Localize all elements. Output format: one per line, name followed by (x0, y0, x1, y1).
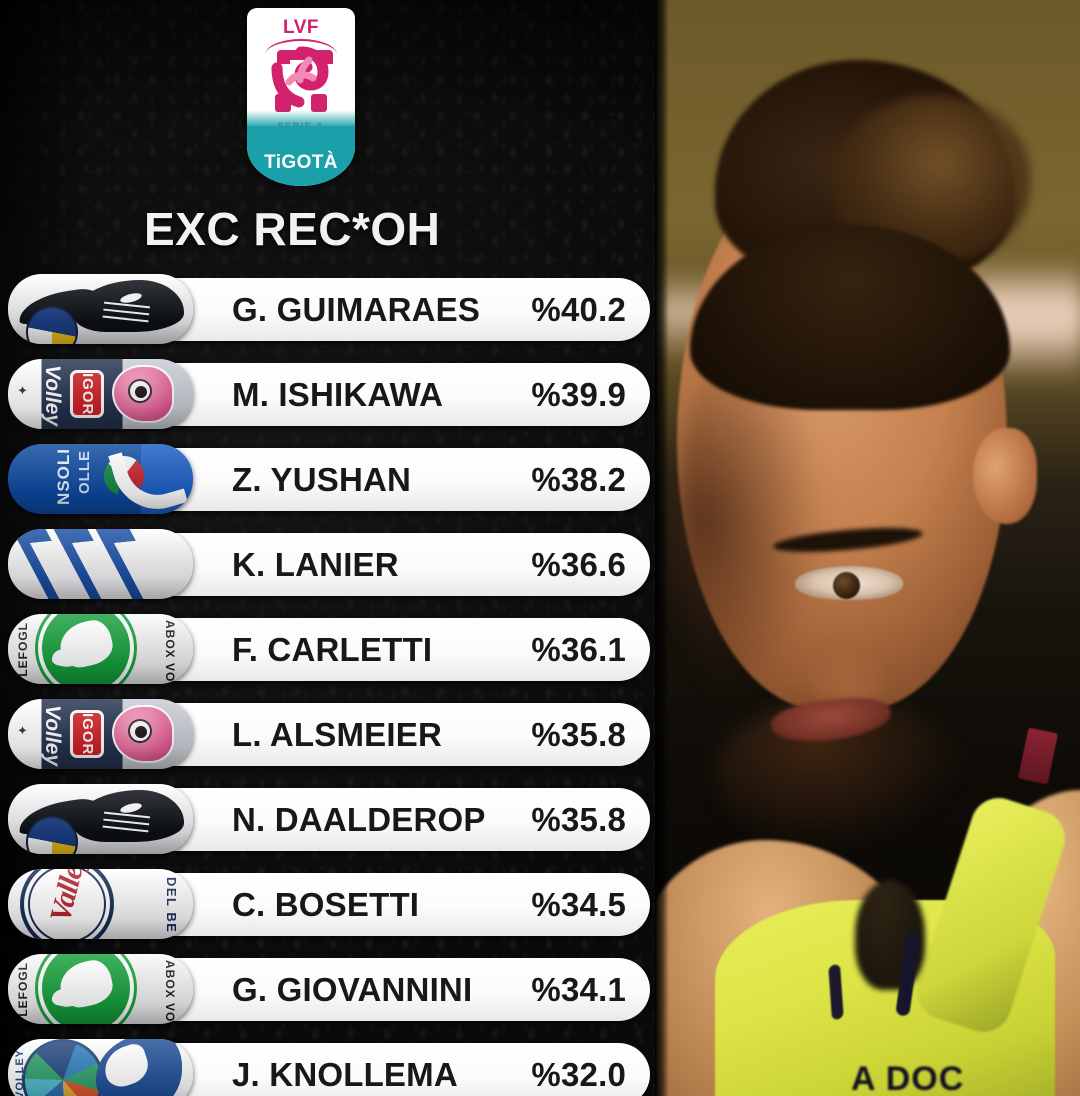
consolini-text-b: OLLE (76, 450, 93, 494)
list-item[interactable]: M. ISHIKAWA %39.9 ✦ Volley IGOR (0, 359, 660, 448)
player-name: F. CARLETTI (232, 630, 433, 668)
list-item[interactable]: N. DAALDEROP %35.8 (0, 784, 660, 873)
club-igor-volley-icon: ✦ Volley IGOR (8, 359, 193, 429)
igor-volley-text: Volley (41, 705, 64, 767)
page-title: EXC REC*OH (144, 203, 441, 255)
igor-volley-text: Volley (41, 365, 64, 427)
volleyball-emblem-icon (271, 46, 333, 112)
club-panther-icon (8, 784, 193, 854)
jersey-sponsor-text: A DOC (851, 1060, 965, 1096)
player-name: J. KNOLLEMA (232, 1055, 458, 1093)
player-percentage: %32.0 (531, 1055, 626, 1093)
green-club-text-right: ABOX VO (163, 960, 177, 1023)
player-percentage: %34.1 (531, 970, 626, 1008)
photo-left-edge-shadow (655, 0, 669, 1096)
player-percentage: %38.2 (531, 460, 626, 498)
badge-arc (265, 39, 337, 55)
list-item[interactable]: G. GIOVANNINI %34.1 LEFOGL ABOX VO (0, 954, 660, 1043)
green-club-text-right: ABOX VO (163, 620, 177, 683)
player-pupil (833, 572, 860, 599)
player-name: K. LANIER (232, 545, 399, 583)
player-name: N. DAALDEROP (232, 800, 486, 838)
player-percentage: %35.8 (531, 715, 626, 753)
club-panther-icon (8, 274, 193, 344)
leaderboard-list: G. GUIMARAES %40.2 M. ISHIKAWA %39.9 ✦ V… (0, 274, 660, 1096)
player-name: M. ISHIKAWA (232, 375, 444, 413)
club-igor-volley-icon: ✦ Volley IGOR (8, 699, 193, 769)
badge-teal-panel (247, 126, 355, 186)
igor-wordmark: IGOR (70, 710, 104, 758)
list-item[interactable]: J. KNOLLEMA %32.0 VOLLEY (0, 1039, 660, 1096)
green-club-text-left: LEFOGL (16, 962, 30, 1017)
list-item[interactable]: K. LANIER %36.6 (0, 529, 660, 618)
club-mosaic-icon: VOLLEY (8, 1039, 193, 1096)
player-percentage: %34.5 (531, 885, 626, 923)
player-percentage: %36.1 (531, 630, 626, 668)
club-consolini-volley-icon: NSOLI OLLE (8, 444, 193, 514)
player-name: Z. YUSHAN (232, 460, 412, 498)
player-ear (973, 428, 1037, 524)
player-name: G. GIOVANNINI (232, 970, 473, 1008)
badge-lvf-text: LVF (283, 17, 319, 38)
green-club-text-left: LEFOGL (16, 622, 30, 677)
player-percentage: %39.9 (531, 375, 626, 413)
player-percentage: %40.2 (531, 290, 626, 328)
list-item[interactable]: G. GUIMARAES %40.2 (0, 274, 660, 363)
club-valley-icon: Valley DEL BE (8, 869, 193, 939)
club-green-dragon-icon: LEFOGL ABOX VO (8, 954, 193, 1024)
igor-wordmark: IGOR (70, 370, 104, 418)
consolini-text-a: NSOLI (54, 448, 73, 505)
lvf-serie-a-tigota-badge: LVF SERIE A TiGOTÀ (247, 8, 355, 186)
list-item[interactable]: F. CARLETTI %36.1 LEFOGL ABOX VO (0, 614, 660, 703)
badge-tigota-text: TiGOTÀ (264, 152, 338, 173)
list-item[interactable]: L. ALSMEIER %35.8 ✦ Volley IGOR (0, 699, 660, 788)
player-name: G. GUIMARAES (232, 290, 481, 328)
list-item[interactable]: Z. YUSHAN %38.2 NSOLI OLLE (0, 444, 660, 533)
player-percentage: %36.6 (531, 545, 626, 583)
player-percentage: %35.8 (531, 800, 626, 838)
club-chevron-icon (8, 529, 193, 599)
volleyball-player-photo: A DOC (655, 0, 1080, 1096)
badge-teal-fade (247, 110, 355, 128)
igor-star-icon: ✦ (17, 723, 28, 738)
player-name: L. ALSMEIER (232, 715, 442, 753)
list-item[interactable]: C. BOSETTI %34.5 Valley DEL BE (0, 869, 660, 958)
club-green-dragon-icon: LEFOGL ABOX VO (8, 614, 193, 684)
igor-star-icon: ✦ (17, 383, 28, 398)
valley-club-text: DEL BE (164, 877, 179, 934)
player-name: C. BOSETTI (232, 885, 420, 923)
